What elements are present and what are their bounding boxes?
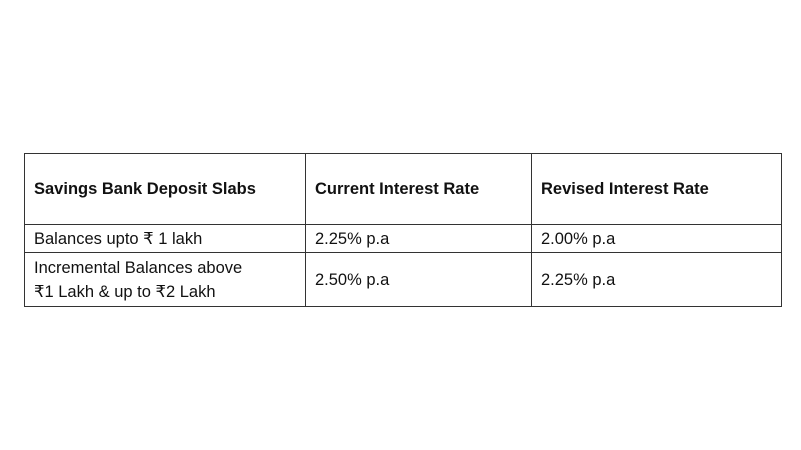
table-row: Balances upto ₹ 1 lakh 2.25% p.a 2.00% p.a: [24, 224, 782, 253]
cell-text: 2.00% p.a: [541, 229, 616, 248]
table-cell: 2.25% p.a: [305, 224, 532, 253]
cell-text: 2.25% p.a: [315, 229, 390, 248]
table-cell: Incremental Balances above ₹1 Lakh & up t…: [24, 252, 306, 307]
cell-text: 2.50% p.a: [315, 270, 390, 289]
cell-text: 2.25% p.a: [541, 270, 616, 289]
table-body: Balances upto ₹ 1 lakh 2.25% p.a 2.00% p.a…: [24, 224, 782, 307]
table-row: Incremental Balances above ₹1 Lakh & up t…: [24, 252, 782, 307]
header-cell: Current Interest Rate: [305, 153, 532, 225]
header-cell: Revised Interest Rate: [531, 153, 782, 225]
table-cell: 2.00% p.a: [531, 224, 782, 253]
table-cell: 2.50% p.a: [305, 252, 532, 307]
header-cell: Savings Bank Deposit Slabs: [24, 153, 306, 225]
cell-text: Balances upto ₹ 1 lakh: [34, 229, 203, 248]
cell-text: ₹1 Lakh & up to ₹2 Lakh: [34, 282, 216, 301]
cell-text: Incremental Balances above: [34, 258, 243, 277]
table-cell: 2.25% p.a: [531, 252, 782, 307]
header-row: Savings Bank Deposit Slabs Current Intere…: [24, 153, 782, 225]
table-header: Savings Bank Deposit Slabs Current Intere…: [24, 153, 782, 225]
rates-table: Savings Bank Deposit Slabs Current Intere…: [24, 153, 782, 307]
table-cell: Balances upto ₹ 1 lakh: [24, 224, 306, 253]
